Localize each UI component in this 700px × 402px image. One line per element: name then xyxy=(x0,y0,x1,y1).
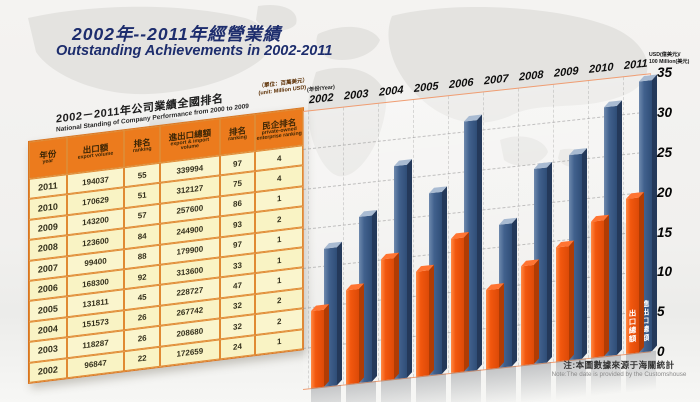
y-axis-unit-line1: USD(億美元)/ xyxy=(649,52,681,58)
bar-reflection xyxy=(416,373,446,402)
bar-side-face xyxy=(569,240,574,361)
bar-side-face xyxy=(512,217,517,367)
gridline-vertical xyxy=(623,77,624,355)
export-volume-bar xyxy=(591,214,609,358)
export-volume-bar xyxy=(486,283,504,370)
year-cell: 2002 xyxy=(29,357,67,383)
page-title-en: Outstanding Achievements in 2002-2011 xyxy=(56,43,333,60)
bar-reflection xyxy=(381,377,411,402)
y-tick-label: 25 xyxy=(657,144,673,160)
source-note-en: Note:The date is provided by the Customs… xyxy=(551,371,687,379)
bar-side-face xyxy=(499,283,504,368)
y-tick-label: 5 xyxy=(657,304,665,320)
header-label-en: year xyxy=(42,158,54,166)
table-header-cell: 年份 year xyxy=(29,137,67,179)
year-label: 2011 xyxy=(624,57,648,73)
export-volume-bar xyxy=(311,304,329,389)
bar-reflection xyxy=(486,365,516,402)
export-volume-bar xyxy=(521,259,539,366)
y-tick-label: 30 xyxy=(657,105,673,121)
bar-side-face xyxy=(464,231,469,372)
export-volume-bar xyxy=(381,252,399,381)
page-title-zh: 2002年--2011年經營業績 xyxy=(72,24,282,44)
y-tick-label: 15 xyxy=(657,224,673,240)
bar-side-face xyxy=(324,304,329,387)
gridline-vertical xyxy=(483,92,484,370)
export-volume-bar xyxy=(416,264,434,377)
source-note-zh: 注:本圖數據來源于海關統計 xyxy=(563,360,675,370)
bar-side-face xyxy=(394,252,399,380)
gridline-vertical xyxy=(378,103,379,381)
y-axis-unit-label: USD(億美元)/ 100 Million(美元) xyxy=(649,52,699,66)
y-tick-label: 35 xyxy=(657,65,673,81)
bar-side-face xyxy=(604,214,609,357)
bar-side-face xyxy=(639,191,644,353)
header-label-en: ranking xyxy=(228,134,247,143)
export-volume-bar xyxy=(346,283,364,385)
y-axis-unit-line2: 100 Million(美元) xyxy=(649,58,690,65)
bar-side-face xyxy=(359,283,364,383)
table-header-cell: 排名 ranking xyxy=(124,125,161,168)
table-header-cell: 排名 ranking xyxy=(219,114,256,156)
export-volume-bar: 出口總額 xyxy=(626,191,644,354)
bar-side-face xyxy=(617,100,622,355)
bar-side-face xyxy=(337,241,342,386)
value-cell: 24 xyxy=(219,334,256,360)
page-title: 2002年--2011年經營業績 Outstanding Achievement… xyxy=(56,24,333,60)
gridline-vertical xyxy=(518,88,519,366)
export-volume-bar xyxy=(556,240,574,362)
header-label-en: ranking xyxy=(132,146,152,155)
bar-side-face xyxy=(534,259,539,364)
bar-side-face xyxy=(477,114,482,371)
gridline-vertical xyxy=(413,99,414,378)
bar-side-face xyxy=(429,264,434,376)
gridline-vertical xyxy=(343,107,344,385)
bar-side-face xyxy=(547,161,552,363)
bar-reflection xyxy=(451,369,481,402)
value-cell: 22 xyxy=(124,346,161,372)
bar-series-label: 出口總額 xyxy=(628,308,637,344)
y-tick-label: 0 xyxy=(657,344,665,360)
gridline-vertical xyxy=(308,111,309,389)
performance-table: 年份 year 出口額 export volume 排名 ranking 進出口總額 expo… xyxy=(28,107,304,384)
bar-side-face xyxy=(442,186,447,374)
export-volume-bar xyxy=(451,231,469,373)
bar-chart-plot: 2002 (年份/Year) 2003 2004 2005 2006 2007 2008 200… xyxy=(303,58,657,402)
bar-reflection xyxy=(346,381,376,402)
y-tick-label: 10 xyxy=(657,264,673,280)
bar-side-face xyxy=(582,148,587,359)
gridline-vertical xyxy=(448,96,449,374)
table-body: 2011 194037 55 339994 97 4 2010 170629 51 312127 7… xyxy=(29,145,304,383)
bar-side-face xyxy=(372,209,377,382)
bar-side-face xyxy=(407,159,412,378)
source-note: 注:本圖數據來源于海關統計 Note:The date is provided … xyxy=(540,360,698,379)
gridline-vertical xyxy=(588,80,589,359)
table-header-cell: 民企排名 private-owned enterprise ranking xyxy=(255,108,304,152)
y-tick-label: 20 xyxy=(657,184,673,200)
gridline-vertical xyxy=(553,84,554,362)
performance-table-group: 2002－2011年公司業績全國排名 National Standing of … xyxy=(28,78,308,384)
